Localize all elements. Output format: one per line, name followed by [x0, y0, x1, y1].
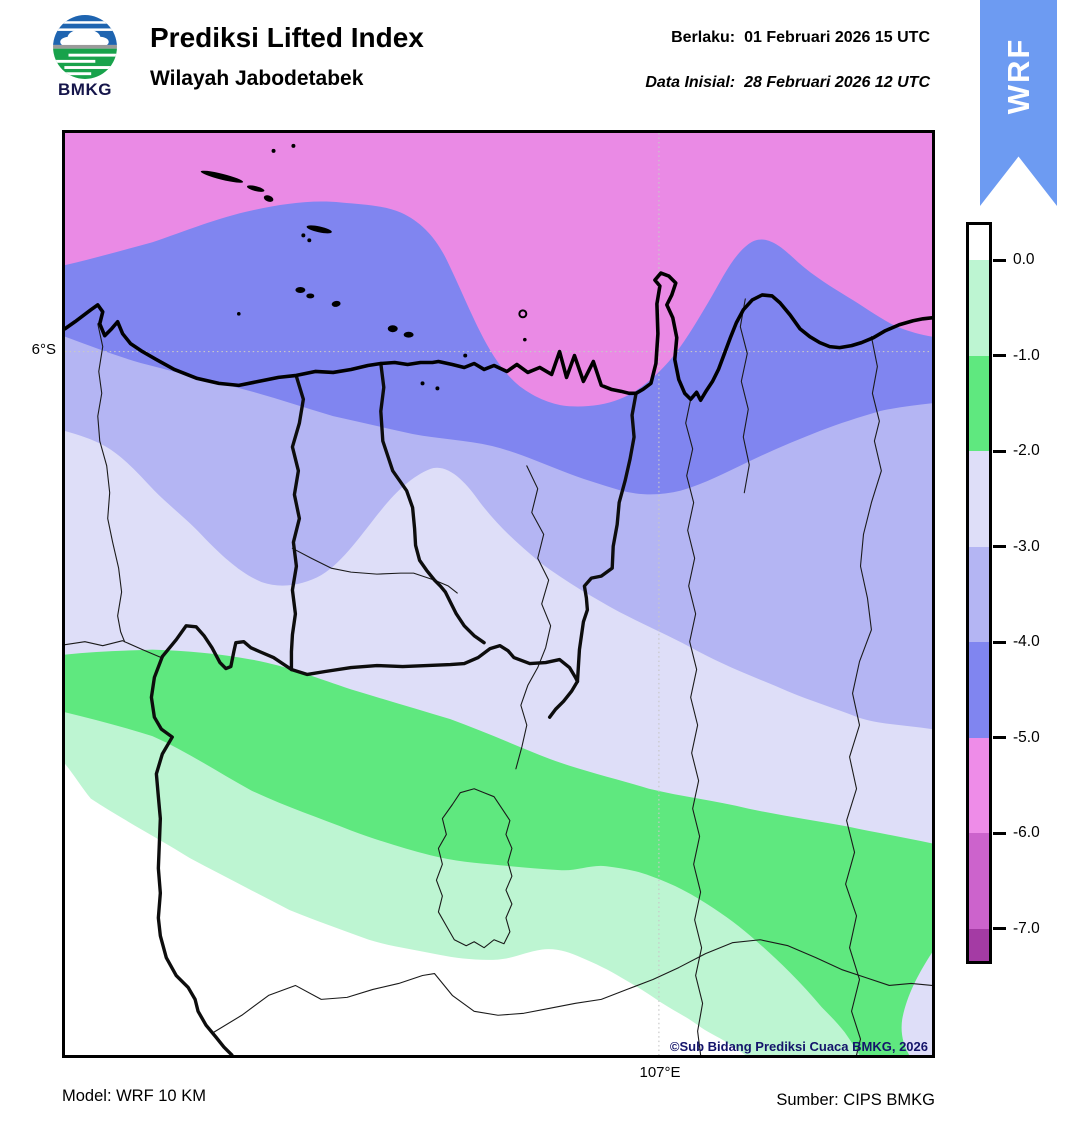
colorbar-segment	[969, 833, 989, 929]
colorbar-tick-mark	[993, 831, 1006, 835]
colorbar-tick-mark	[993, 640, 1006, 644]
valid-time-line: Berlaku: 01 Februari 2026 15 UTC	[671, 29, 930, 47]
copyright-text: ©Sub Bidang Prediksi Cuaca BMKG, 2026	[669, 1039, 928, 1054]
colorbar-segment	[969, 451, 989, 547]
initial-time-label: Data Inisial:	[645, 74, 736, 91]
bmkg-logo-label: BMKG	[58, 80, 112, 99]
colorbar-tick-mark	[993, 927, 1006, 931]
colorbar	[966, 222, 992, 964]
coastline	[65, 271, 932, 403]
contour-pocket-lavender	[901, 952, 932, 1055]
colorbar-segment	[969, 929, 989, 961]
colorbar-tick-label: -3.0	[1013, 537, 1040, 555]
colorbar-tick-mark	[993, 449, 1006, 453]
islands	[200, 143, 528, 391]
colorbar-segment	[969, 260, 989, 356]
footer-model-label: Model: WRF 10 KM	[62, 1087, 206, 1105]
valid-time-value: 01 Februari 2026 15 UTC	[744, 29, 930, 46]
wrf-ribbon-banner: WRF	[980, 0, 1057, 206]
colorbar-tick-label: -7.0	[1013, 919, 1040, 937]
colorbar-tick-label: 0.0	[1013, 251, 1035, 268]
lon-tick-label: 107°E	[639, 1064, 681, 1081]
lifted-index-contour-map	[65, 133, 932, 1055]
colorbar-segment	[969, 225, 989, 260]
colorbar-segment	[969, 547, 989, 642]
contour-band-white	[65, 763, 746, 1055]
colorbar-segment	[969, 738, 989, 833]
colorbar-tick-mark	[993, 545, 1006, 549]
initial-time-line: Data Inisial: 28 Februari 2026 12 UTC	[645, 74, 930, 92]
colorbar-segment	[969, 356, 989, 451]
lat-tick-label: 6°S	[31, 341, 56, 358]
admin-boundaries-thick	[149, 361, 638, 1055]
colorbar-tick-label: -6.0	[1013, 824, 1040, 842]
colorbar-segments	[969, 225, 989, 961]
map-panel: ©Sub Bidang Prediksi Cuaca BMKG, 2026	[62, 130, 935, 1058]
colorbar-segment	[969, 642, 989, 738]
page-subtitle: Wilayah Jabodetabek	[150, 67, 364, 90]
colorbar-tick-mark	[993, 736, 1006, 740]
initial-time-value: 28 Februari 2026 12 UTC	[744, 74, 930, 91]
colorbar-tick-mark	[993, 258, 1006, 262]
colorbar-tick-label: -1.0	[1013, 346, 1040, 364]
page-title: Prediksi Lifted Index	[150, 22, 424, 53]
footer-source-label: Sumber: CIPS BMKG	[776, 1091, 935, 1109]
wrf-ribbon-label: WRF	[1000, 37, 1036, 115]
colorbar-tick-label: -2.0	[1013, 442, 1040, 460]
bmkg-logo-icon	[53, 15, 117, 79]
colorbar-tick-mark	[993, 354, 1006, 358]
admin-boundaries-thin	[65, 298, 932, 1055]
colorbar-tick-label: -4.0	[1013, 633, 1040, 651]
valid-time-label: Berlaku:	[671, 29, 736, 46]
colorbar-tick-label: -5.0	[1013, 728, 1040, 746]
